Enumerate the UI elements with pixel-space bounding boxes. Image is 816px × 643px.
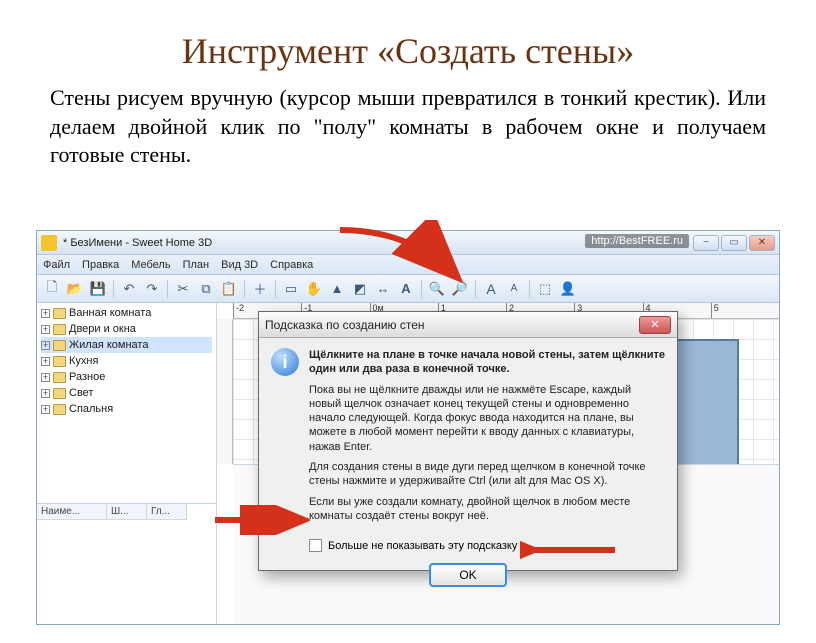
dialog-title: Подсказка по созданию стен	[265, 318, 425, 332]
redo-icon[interactable]: ↷	[141, 278, 163, 300]
undo-icon[interactable]: ↶	[118, 278, 140, 300]
tree-item: +Свет	[41, 385, 212, 401]
pointer-icon[interactable]: ▭	[280, 278, 302, 300]
cut-icon[interactable]: ✂	[172, 278, 194, 300]
furniture-tree[interactable]: +Ванная комната +Двери и окна +Жилая ком…	[37, 303, 216, 503]
sidebar: +Ванная комната +Двери и окна +Жилая ком…	[37, 303, 217, 624]
copy-icon[interactable]: ⧉	[195, 278, 217, 300]
menubar: Файл Правка Мебель План Вид 3D Справка	[37, 255, 779, 275]
tree-item: +Двери и окна	[41, 321, 212, 337]
3d-person-icon[interactable]: 👤	[557, 278, 579, 300]
pan-icon[interactable]: ✋	[303, 278, 325, 300]
create-room-icon[interactable]: ◩	[349, 278, 371, 300]
menu-edit[interactable]: Правка	[82, 259, 119, 271]
create-wall-icon[interactable]: ▲	[326, 278, 348, 300]
maximize-button[interactable]: ▭	[721, 235, 747, 251]
small-a-icon[interactable]: A	[503, 278, 525, 300]
menu-help[interactable]: Справка	[270, 259, 313, 271]
dialog-text: Щёлкните на плане в точке начала новой с…	[309, 348, 665, 529]
big-a-icon[interactable]: A	[480, 278, 502, 300]
tree-item: +Спальня	[41, 401, 212, 417]
tree-item: +Ванная комната	[41, 305, 212, 321]
open-icon[interactable]: 📂	[64, 278, 86, 300]
add-furniture-icon[interactable]: ＋	[249, 278, 271, 300]
dialog-titlebar: Подсказка по созданию стен ✕	[259, 312, 677, 338]
menu-furniture[interactable]: Мебель	[131, 259, 170, 271]
text-icon[interactable]: A	[395, 278, 417, 300]
dimension-icon[interactable]: ↔	[372, 278, 394, 300]
zoom-in-icon[interactable]: 🔍	[426, 278, 448, 300]
minimize-button[interactable]: −	[693, 235, 719, 251]
dont-show-label: Больше не показывать эту подсказку	[328, 540, 517, 552]
tree-item: +Кухня	[41, 353, 212, 369]
col-depth[interactable]: Гл...	[147, 504, 187, 520]
slide-body: Стены рисуем вручную (курсор мыши превра…	[50, 84, 766, 170]
dont-show-checkbox[interactable]	[309, 539, 322, 552]
slide-title: Инструмент «Создать стены»	[40, 30, 776, 72]
menu-plan[interactable]: План	[183, 259, 210, 271]
info-icon: i	[271, 348, 299, 376]
zoom-out-icon[interactable]: 🔎	[449, 278, 471, 300]
furniture-table[interactable]: Наиме... Ш... Гл...	[37, 503, 216, 624]
toolbar: 🗋 📂 💾 ↶ ↷ ✂ ⧉ 📋 ＋ ▭ ✋ ▲ ◩ ↔ A 🔍 🔎 A A ⬚ …	[37, 275, 779, 303]
menu-file[interactable]: Файл	[43, 259, 70, 271]
ruler-vertical	[217, 319, 233, 464]
save-icon[interactable]: 💾	[87, 278, 109, 300]
close-button[interactable]: ✕	[749, 235, 775, 251]
ok-button[interactable]: OK	[430, 564, 505, 586]
tree-item: +Разное	[41, 369, 212, 385]
3d-top-icon[interactable]: ⬚	[534, 278, 556, 300]
tree-item: +Жилая комната	[41, 337, 212, 353]
paste-icon[interactable]: 📋	[218, 278, 240, 300]
dialog-close-button[interactable]: ✕	[639, 316, 671, 334]
col-width[interactable]: Ш...	[107, 504, 147, 520]
watermark: http://BestFREE.ru	[585, 234, 689, 248]
new-icon[interactable]: 🗋	[41, 278, 63, 300]
hint-dialog: Подсказка по созданию стен ✕ i Щёлкните …	[258, 311, 678, 571]
menu-3dview[interactable]: Вид 3D	[221, 259, 258, 271]
col-name[interactable]: Наиме...	[37, 504, 107, 520]
app-icon	[41, 235, 57, 251]
